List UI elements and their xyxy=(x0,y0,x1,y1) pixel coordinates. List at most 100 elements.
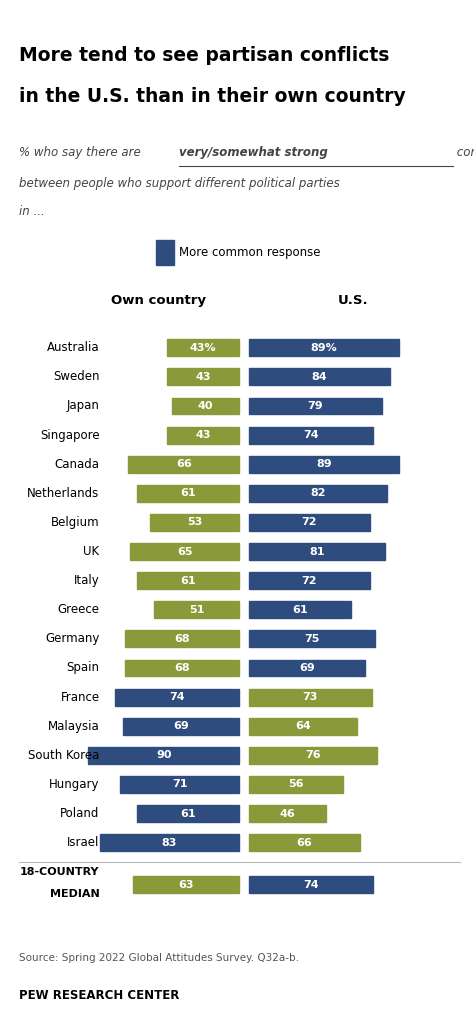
Text: Japan: Japan xyxy=(67,400,100,413)
Text: 89%: 89% xyxy=(310,342,337,353)
Bar xyxy=(123,717,239,735)
Bar xyxy=(249,631,375,647)
Text: Hungary: Hungary xyxy=(49,778,100,791)
Bar xyxy=(128,456,239,472)
Text: 75: 75 xyxy=(304,634,319,644)
Text: 63: 63 xyxy=(179,880,194,890)
Text: 56: 56 xyxy=(288,780,304,789)
Text: 82: 82 xyxy=(310,489,326,499)
Text: MEDIAN: MEDIAN xyxy=(50,889,100,899)
Text: Malaysia: Malaysia xyxy=(48,719,100,733)
Text: between people who support different political parties: between people who support different pol… xyxy=(19,177,340,190)
Text: 72: 72 xyxy=(301,575,317,586)
Bar xyxy=(156,240,174,265)
Text: 61: 61 xyxy=(180,575,196,586)
Bar xyxy=(249,747,377,763)
Bar xyxy=(249,514,370,530)
Bar xyxy=(172,398,239,414)
Bar xyxy=(88,747,239,763)
Text: Germany: Germany xyxy=(45,633,100,645)
Text: 65: 65 xyxy=(177,547,192,557)
Bar xyxy=(249,368,390,385)
Text: 61: 61 xyxy=(292,605,308,614)
Bar xyxy=(249,456,399,472)
Bar xyxy=(249,877,374,893)
Text: Netherlands: Netherlands xyxy=(27,486,100,500)
Text: South Korea: South Korea xyxy=(28,749,100,761)
Text: 74: 74 xyxy=(169,692,185,702)
Text: % who say there are: % who say there are xyxy=(19,146,145,159)
Bar xyxy=(249,484,387,502)
Bar xyxy=(120,776,239,793)
Text: very/somewhat strong: very/somewhat strong xyxy=(179,146,328,159)
Bar xyxy=(137,572,239,589)
Bar xyxy=(249,659,365,677)
Text: Israel: Israel xyxy=(67,836,100,849)
Text: 18-COUNTRY: 18-COUNTRY xyxy=(20,867,100,877)
Text: Source: Spring 2022 Global Attitudes Survey. Q32a-b.: Source: Spring 2022 Global Attitudes Sur… xyxy=(19,953,299,963)
Text: Singapore: Singapore xyxy=(40,428,100,442)
Text: conflicts: conflicts xyxy=(453,146,474,159)
Text: Greece: Greece xyxy=(57,603,100,616)
Text: 61: 61 xyxy=(180,489,196,499)
Text: 66: 66 xyxy=(297,838,312,847)
Text: UK: UK xyxy=(83,545,100,558)
Text: 73: 73 xyxy=(302,692,318,702)
Text: 51: 51 xyxy=(189,605,204,614)
Text: 81: 81 xyxy=(309,547,325,557)
Text: 90: 90 xyxy=(156,750,172,760)
Bar xyxy=(137,805,239,822)
Text: Sweden: Sweden xyxy=(53,370,100,383)
Text: Poland: Poland xyxy=(60,807,100,820)
Text: 89: 89 xyxy=(316,459,331,469)
Bar xyxy=(249,805,326,822)
Text: 79: 79 xyxy=(308,401,323,411)
Text: U.S.: U.S. xyxy=(338,294,368,308)
Text: More tend to see partisan conflicts: More tend to see partisan conflicts xyxy=(19,46,389,65)
Text: 64: 64 xyxy=(295,722,310,731)
Text: Own country: Own country xyxy=(111,294,206,308)
Bar xyxy=(125,631,239,647)
Bar xyxy=(133,877,239,893)
Text: 68: 68 xyxy=(174,634,190,644)
Bar xyxy=(249,601,352,618)
Bar xyxy=(154,601,239,618)
Text: PEW RESEARCH CENTER: PEW RESEARCH CENTER xyxy=(19,989,179,1003)
Text: 53: 53 xyxy=(187,517,202,527)
Text: Spain: Spain xyxy=(66,661,100,675)
Text: 84: 84 xyxy=(312,372,328,382)
Bar xyxy=(130,543,239,560)
Text: 46: 46 xyxy=(280,808,295,819)
Text: 74: 74 xyxy=(303,880,319,890)
Text: 71: 71 xyxy=(172,780,187,789)
Text: Belgium: Belgium xyxy=(51,516,100,529)
Text: 40: 40 xyxy=(198,401,213,411)
Text: More common response: More common response xyxy=(179,246,321,259)
Text: 76: 76 xyxy=(305,750,320,760)
Text: 66: 66 xyxy=(176,459,191,469)
Bar xyxy=(125,659,239,677)
Text: in ...: in ... xyxy=(19,205,45,219)
Bar xyxy=(249,426,374,444)
Bar xyxy=(150,514,239,530)
Bar xyxy=(100,834,239,851)
Bar xyxy=(249,689,372,705)
Bar xyxy=(167,339,239,357)
Bar xyxy=(249,398,382,414)
Bar xyxy=(249,717,356,735)
Bar xyxy=(249,543,385,560)
Bar xyxy=(249,572,370,589)
Bar xyxy=(249,339,399,357)
Bar xyxy=(249,776,343,793)
Text: France: France xyxy=(60,691,100,703)
Text: in the U.S. than in their own country: in the U.S. than in their own country xyxy=(19,87,406,106)
Bar xyxy=(167,426,239,444)
Text: 83: 83 xyxy=(162,838,177,847)
Text: Australia: Australia xyxy=(47,341,100,355)
Text: 69: 69 xyxy=(173,722,189,731)
Text: 61: 61 xyxy=(180,808,196,819)
Text: 68: 68 xyxy=(174,663,190,672)
Text: 43%: 43% xyxy=(190,342,217,353)
Text: 69: 69 xyxy=(299,663,315,672)
Text: 74: 74 xyxy=(303,430,319,440)
